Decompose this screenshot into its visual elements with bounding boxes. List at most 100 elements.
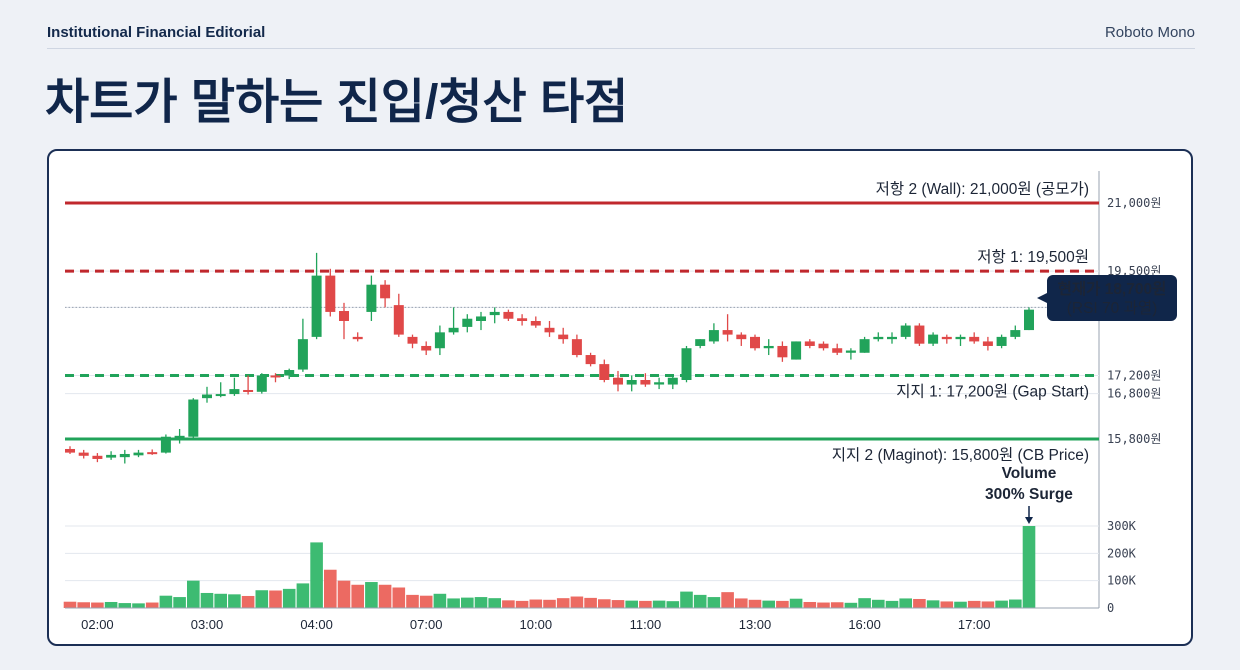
volume-bar bbox=[200, 592, 214, 608]
volume-bar bbox=[118, 603, 132, 608]
candle-body bbox=[791, 341, 802, 360]
candle-body bbox=[1010, 330, 1021, 337]
volume-bar bbox=[255, 590, 269, 608]
candle-body bbox=[845, 350, 856, 353]
volume-bar bbox=[365, 582, 378, 608]
volume-bar bbox=[748, 599, 762, 608]
candle-body bbox=[900, 325, 911, 337]
x-tick-label: 17:00 bbox=[958, 617, 991, 632]
candle-body bbox=[188, 399, 199, 437]
volume-bar bbox=[817, 602, 830, 608]
candlestick-chart: 21,000원19,500원18,600원17,200원16,800원15,80… bbox=[63, 171, 1177, 632]
candle-body bbox=[517, 318, 528, 321]
volume-bar bbox=[858, 598, 871, 608]
volume-bar bbox=[502, 600, 515, 608]
volume-bar bbox=[543, 599, 556, 608]
candle-body bbox=[530, 321, 541, 326]
candle-body bbox=[325, 275, 336, 312]
volume-bar bbox=[707, 597, 721, 608]
volume-bar bbox=[351, 584, 364, 608]
candle-body bbox=[476, 316, 486, 321]
candle-body bbox=[243, 389, 254, 392]
candle-body bbox=[489, 311, 500, 316]
volume-bar bbox=[406, 594, 419, 608]
resistance-level-label: 저항 1: 19,500원 bbox=[977, 248, 1089, 266]
volume-bar bbox=[214, 593, 227, 608]
volume-bar bbox=[433, 593, 447, 608]
candle-body bbox=[544, 327, 555, 333]
volume-bar bbox=[666, 601, 680, 608]
volume-bar bbox=[91, 602, 104, 608]
candle-body bbox=[640, 380, 651, 385]
candle-body bbox=[558, 334, 569, 340]
x-tick-label: 04:00 bbox=[300, 617, 333, 632]
volume-bar bbox=[570, 596, 584, 608]
candle-body bbox=[106, 454, 117, 458]
candle-body bbox=[750, 336, 760, 349]
candle-body bbox=[708, 330, 719, 342]
support-level-label: 지지 1: 17,200원 (Gap Start) bbox=[896, 382, 1089, 400]
volume-bar bbox=[789, 598, 803, 608]
candle-body bbox=[941, 336, 952, 340]
candle-body bbox=[654, 382, 665, 385]
current-price-label: 현재가 18,700원 bbox=[1058, 279, 1167, 298]
x-tick-label: 13:00 bbox=[739, 617, 772, 632]
volume-bar bbox=[1009, 599, 1022, 608]
candle-body bbox=[887, 336, 897, 340]
candle-body bbox=[969, 336, 980, 342]
volume-bar bbox=[282, 588, 296, 608]
volume-bar bbox=[954, 601, 967, 608]
volume-bar bbox=[132, 603, 145, 608]
candle-body bbox=[133, 452, 144, 456]
volume-bar bbox=[529, 599, 543, 608]
volume-bar bbox=[680, 591, 693, 608]
x-tick-label: 02:00 bbox=[81, 617, 114, 632]
candle-body bbox=[914, 325, 925, 344]
price-tick-label: 21,000원 bbox=[1107, 196, 1161, 210]
candle-body bbox=[571, 339, 582, 356]
volume-bar bbox=[652, 600, 666, 608]
candle-body bbox=[270, 375, 281, 378]
current-price-sub: (RSI 70 과열) bbox=[1067, 299, 1158, 317]
candle-body bbox=[434, 332, 445, 349]
volume-bar bbox=[77, 602, 90, 608]
volume-bar bbox=[625, 600, 638, 608]
volume-bar bbox=[899, 598, 912, 608]
candle-body bbox=[160, 436, 171, 453]
candle-body bbox=[996, 336, 1007, 346]
volume-bar bbox=[515, 600, 529, 608]
volume-bar bbox=[967, 600, 981, 608]
volume-bar bbox=[392, 587, 406, 608]
volume-arrow-head bbox=[1025, 517, 1033, 524]
candle-body bbox=[982, 341, 993, 346]
candle-body bbox=[955, 336, 966, 340]
volume-bar bbox=[721, 592, 734, 608]
candle-body bbox=[393, 305, 404, 335]
support-level-label: 지지 2 (Maginot): 15,800원 (CB Price) bbox=[832, 446, 1089, 464]
volume-bar bbox=[419, 595, 433, 608]
candle-body bbox=[613, 377, 623, 385]
price-tick-label: 16,800원 bbox=[1107, 387, 1161, 401]
volume-tick-label: 200K bbox=[1107, 546, 1137, 560]
volume-tick-label: 300K bbox=[1107, 519, 1137, 533]
volume-bar bbox=[762, 600, 775, 608]
volume-bar bbox=[488, 598, 501, 608]
x-tick-label: 10:00 bbox=[520, 617, 553, 632]
candle-body bbox=[65, 448, 75, 453]
candle-body bbox=[297, 339, 308, 370]
candle-body bbox=[339, 311, 349, 321]
candle-body bbox=[229, 389, 240, 395]
volume-bar bbox=[461, 597, 474, 608]
candle-body bbox=[585, 355, 596, 365]
price-tick-label: 17,200원 bbox=[1107, 368, 1161, 382]
candle-body bbox=[667, 377, 678, 385]
x-tick-label: 07:00 bbox=[410, 617, 443, 632]
volume-bar bbox=[995, 600, 1008, 608]
volume-bar bbox=[187, 580, 200, 608]
candle-body bbox=[256, 375, 267, 392]
volume-bar bbox=[872, 599, 885, 608]
candle-body bbox=[407, 336, 418, 344]
candle-body bbox=[681, 348, 692, 380]
volume-bar bbox=[885, 600, 899, 608]
candle-body bbox=[78, 452, 89, 456]
